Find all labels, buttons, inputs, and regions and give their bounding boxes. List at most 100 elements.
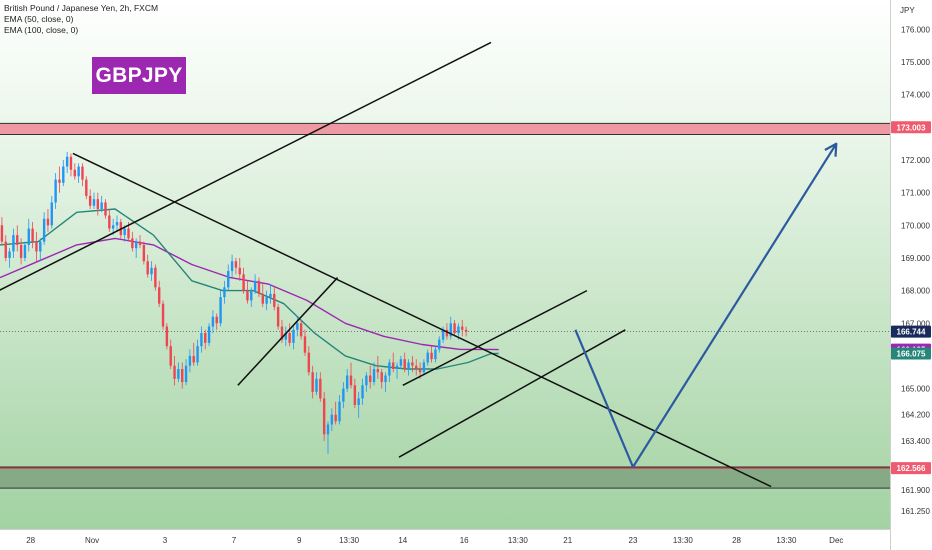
- time-tick-label: 3: [163, 536, 168, 545]
- time-tick-label: 28: [732, 536, 741, 545]
- candle-body: [19, 244, 23, 258]
- candle-body: [296, 323, 299, 330]
- candle-body: [407, 362, 410, 369]
- candle-body: [158, 287, 161, 304]
- candle-body: [35, 241, 38, 252]
- zone-0: [0, 123, 890, 135]
- candle-body: [273, 293, 276, 307]
- candle-body: [403, 359, 406, 369]
- candle-body: [42, 218, 46, 242]
- ema50-line: [0, 208, 499, 370]
- price-tick-label: 168.000: [901, 287, 930, 296]
- price-tick-label: 176.000: [901, 25, 930, 34]
- candle-body: [131, 238, 134, 249]
- candle-body: [415, 365, 418, 369]
- ema100-legend: EMA (100, close, 0): [4, 25, 79, 35]
- projection-arrowhead: [824, 142, 838, 157]
- time-tick-label: 16: [460, 536, 469, 545]
- time-tick-label: Nov: [85, 536, 99, 545]
- candle-body: [184, 365, 188, 383]
- candle-body: [349, 375, 353, 386]
- symbol-title: British Pound / Japanese Yen, 2h, FXCM: [4, 3, 159, 13]
- candle-body: [215, 316, 218, 324]
- candle-body: [280, 326, 284, 340]
- price-tick-label: 161.250: [901, 507, 930, 516]
- price-tick-label: 170.000: [901, 221, 930, 230]
- candle-body: [142, 244, 146, 262]
- price-label-box: [891, 462, 931, 475]
- candle-body: [326, 424, 330, 435]
- candle-body: [65, 156, 69, 167]
- candle-body: [461, 326, 464, 330]
- candle-body: [388, 362, 391, 376]
- candle-body: [234, 261, 238, 268]
- time-tick-label: Dec: [829, 536, 843, 545]
- candle-body: [12, 235, 15, 252]
- candle-body: [438, 339, 441, 350]
- candle-body: [39, 241, 42, 252]
- candle-body: [108, 215, 111, 229]
- candle-body: [426, 352, 429, 363]
- candle-body: [73, 169, 77, 177]
- time-tick-label: 9: [297, 536, 302, 545]
- candle-body: [27, 228, 30, 245]
- projection-path[interactable]: [574, 143, 838, 469]
- price-label-text: 166.744: [897, 328, 926, 337]
- candle-body: [81, 166, 84, 180]
- candle-body: [50, 202, 53, 226]
- candle-body: [322, 398, 326, 435]
- candle-body: [192, 355, 195, 363]
- candle-body: [242, 274, 245, 291]
- time-tick-label: 21: [563, 536, 572, 545]
- candle-body: [219, 297, 222, 324]
- candle-body: [269, 293, 272, 298]
- candle-body: [464, 329, 468, 332]
- trendline-2[interactable]: [237, 277, 339, 386]
- candle-body: [315, 378, 318, 392]
- candle-body: [134, 241, 138, 249]
- time-tick-label: 28: [26, 536, 35, 545]
- candle-body: [361, 385, 364, 399]
- candle-body: [284, 333, 287, 340]
- candle-body: [62, 166, 65, 183]
- candle-body: [58, 179, 61, 183]
- candle-body: [154, 267, 157, 288]
- candle-body: [345, 375, 349, 389]
- candle-body: [445, 329, 449, 337]
- candle-body: [96, 199, 100, 209]
- candle-body: [276, 306, 280, 327]
- currency-label: JPY: [900, 6, 915, 15]
- zone-1: [0, 466, 890, 489]
- price-tick-label: 171.000: [901, 189, 930, 198]
- candle-body: [238, 267, 241, 275]
- candle-body: [411, 362, 414, 366]
- trendline-3[interactable]: [402, 289, 588, 386]
- candle-body: [257, 280, 261, 294]
- candle-body: [441, 329, 445, 340]
- candle-body: [181, 368, 184, 383]
- time-tick-label: 7: [232, 536, 237, 545]
- candle-body: [104, 202, 107, 216]
- time-tick-label: 13:30: [339, 536, 360, 545]
- price-tick-label: 163.400: [901, 437, 930, 446]
- candle-body: [311, 372, 314, 392]
- candle-body: [211, 316, 215, 327]
- trendline-4[interactable]: [398, 329, 626, 458]
- candle-body: [334, 414, 337, 422]
- candle-body: [115, 222, 119, 226]
- candle-body: [111, 225, 115, 229]
- price-tick-label: 164.200: [901, 411, 930, 420]
- candle-body: [207, 326, 211, 343]
- candle-body: [8, 251, 11, 258]
- candle-body: [288, 333, 291, 343]
- candle-body: [330, 414, 334, 425]
- ema50-legend: EMA (50, close, 0): [4, 14, 74, 24]
- candle-body: [138, 241, 142, 245]
- candle-body: [261, 293, 264, 304]
- axis-background: [890, 0, 932, 550]
- trendline-0[interactable]: [0, 41, 492, 293]
- candle-body: [161, 303, 165, 327]
- candle-body: [169, 346, 172, 366]
